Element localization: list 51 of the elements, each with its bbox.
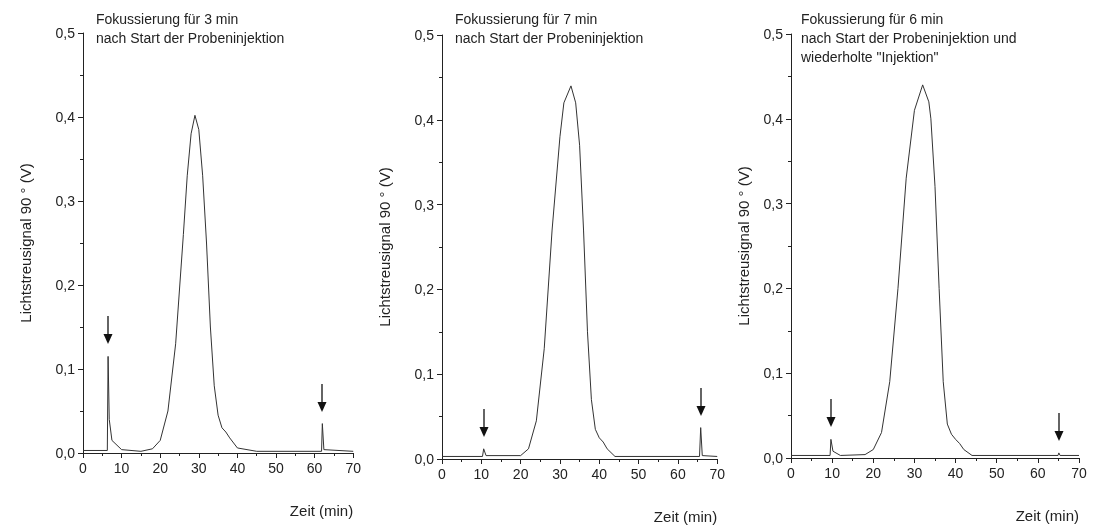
y-tick-label: 0,0 bbox=[763, 450, 784, 466]
x-tick-label: 50 bbox=[988, 465, 1005, 481]
x-tick-label: 40 bbox=[229, 460, 246, 476]
y-tick-label: 0,5 bbox=[763, 26, 784, 42]
x-tick-label: 40 bbox=[591, 466, 608, 482]
y-tick-label: 0,2 bbox=[414, 281, 435, 298]
y-tick-label: 0,2 bbox=[55, 277, 76, 293]
chart-title: Fokussierung für 7 min nach Start der Probeninjektion bbox=[455, 10, 644, 46]
x-tick-label: 30 bbox=[906, 465, 923, 481]
y-tick-label: 0,1 bbox=[763, 365, 784, 382]
y-tick-label: 0,3 bbox=[55, 193, 76, 209]
y-tick-label: 0,0 bbox=[55, 445, 76, 461]
y-tick-label: 0,2 bbox=[763, 280, 784, 297]
x-tick-label: 70 bbox=[709, 466, 726, 482]
y-tick-label: 0,3 bbox=[763, 195, 784, 212]
x-tick-label: 30 bbox=[552, 466, 568, 482]
x-tick-label: 70 bbox=[1071, 465, 1087, 481]
chart-title: Fokussierung für 3 min nach Start der Probeninjektion bbox=[96, 10, 285, 46]
y-tick-label: 0,4 bbox=[763, 110, 784, 127]
y-tick-label: 0,0 bbox=[414, 451, 435, 467]
x-axis-title: Zeit (min) bbox=[1015, 507, 1079, 524]
x-tick-label: 60 bbox=[670, 466, 686, 482]
x-tick-label: 10 bbox=[473, 466, 490, 482]
x-tick-label: 10 bbox=[824, 465, 841, 481]
y-tick-label: 0,3 bbox=[414, 196, 435, 213]
y-axis-title: Lichtstreusignal 90 ° (V) bbox=[376, 167, 393, 327]
y-axis-title: Lichtstreusignal 90 ° (V) bbox=[17, 163, 34, 323]
x-tick-label: 20 bbox=[512, 466, 529, 482]
x-tick-label: 60 bbox=[306, 460, 323, 476]
x-tick-label: 60 bbox=[1030, 465, 1046, 481]
y-tick-label: 0,1 bbox=[55, 361, 76, 377]
y-tick-label: 0,4 bbox=[55, 109, 76, 125]
x-axis-title: Zeit (min) bbox=[289, 502, 354, 519]
x-axis-title: Zeit (min) bbox=[653, 508, 718, 525]
x-tick-label: 40 bbox=[947, 465, 964, 481]
y-tick-label: 0,1 bbox=[414, 366, 435, 383]
y-tick-label: 0,5 bbox=[414, 27, 435, 43]
y-tick-label: 0,5 bbox=[55, 25, 76, 41]
x-tick-label: 20 bbox=[865, 465, 882, 481]
x-tick-label: 10 bbox=[113, 460, 130, 476]
x-tick-label: 0 bbox=[787, 465, 796, 481]
x-tick-label: 0 bbox=[438, 466, 447, 482]
x-tick-label: 30 bbox=[191, 460, 207, 476]
x-tick-label: 50 bbox=[630, 466, 647, 482]
x-tick-label: 20 bbox=[152, 460, 169, 476]
chart-title: Fokussierung für 6 min nach Start der Probeninjektion und wiederholte "Injektion" bbox=[800, 10, 1017, 65]
x-tick-label: 0 bbox=[79, 460, 88, 476]
x-tick-label: 70 bbox=[345, 460, 362, 476]
y-axis-title: Lichtstreusignal 90 ° (V) bbox=[735, 166, 752, 326]
y-tick-label: 0,4 bbox=[414, 111, 435, 128]
x-tick-label: 50 bbox=[268, 460, 285, 476]
